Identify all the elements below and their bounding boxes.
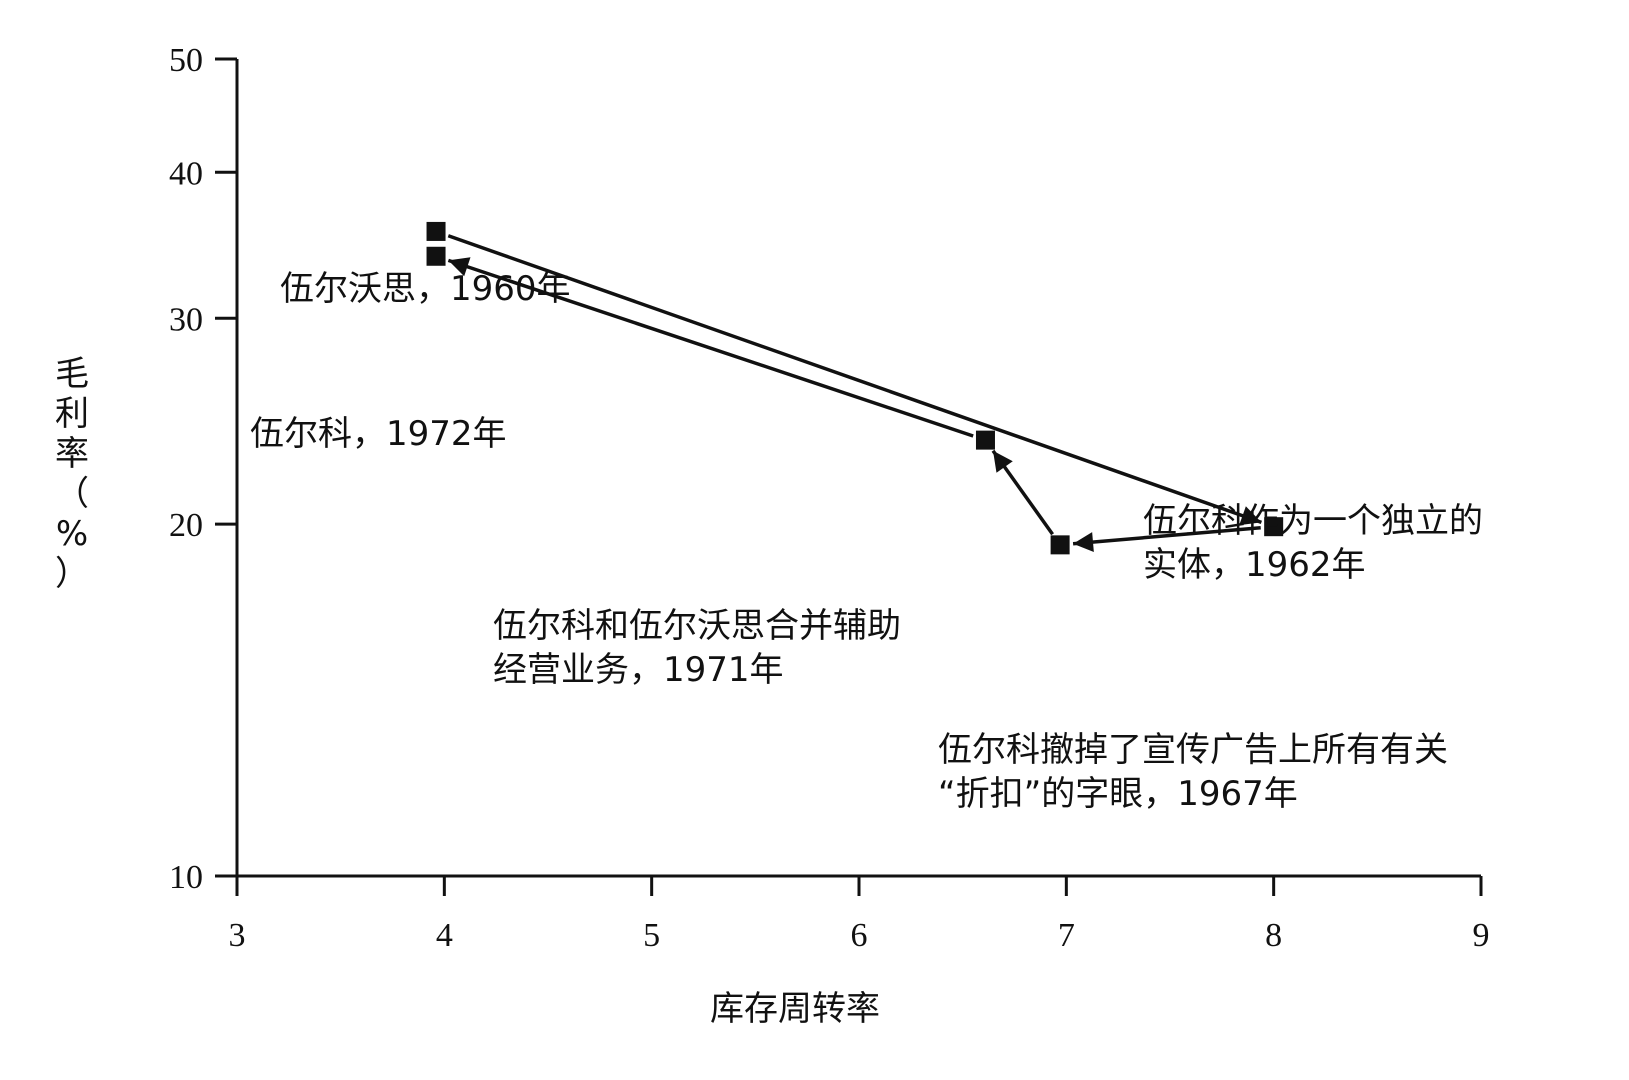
connector-arrow — [447, 234, 1262, 526]
connectors — [447, 234, 1262, 553]
y-axis-title: 毛利率（%） — [55, 354, 89, 594]
axes: 10 20 30 40 50 3 4 5 6 7 8 9 — [169, 42, 1490, 954]
annotation-line: 伍尔科和伍尔沃思合并辅助 — [493, 606, 901, 646]
point-annotation: 伍尔科撤掉了宣传广告上所有有关“折扣”的字眼，1967年 — [938, 730, 1448, 814]
data-point — [1264, 517, 1284, 537]
connector-arrow — [991, 449, 1054, 536]
point-annotation: 伍尔科作为一个独立的实体，1962年 — [1143, 501, 1483, 585]
connector-arrow — [1072, 526, 1261, 553]
data-point — [975, 430, 995, 450]
annotation-line: “折扣”的字眼，1967年 — [938, 774, 1298, 814]
data-point — [426, 246, 446, 266]
annotation-line: 伍尔科，1972年 — [250, 414, 507, 454]
x-tick-label: 7 — [1058, 917, 1075, 954]
annotation-line: 经营业务，1971年 — [493, 650, 784, 690]
data-point — [1050, 535, 1070, 555]
annotation-line: 伍尔科作为一个独立的 — [1143, 501, 1483, 541]
x-tick-label: 3 — [229, 917, 246, 954]
x-tick-label: 9 — [1473, 917, 1490, 954]
x-tick-label: 4 — [436, 917, 453, 954]
point-annotation: 伍尔科和伍尔沃思合并辅助经营业务，1971年 — [493, 606, 901, 690]
connector-arrow — [447, 257, 974, 438]
x-tick-label: 5 — [643, 917, 660, 954]
annotation-line: 实体，1962年 — [1143, 545, 1366, 585]
annotations: 伍尔沃思，1960年伍尔科作为一个独立的实体，1962年伍尔科撤掉了宣传广告上所… — [250, 269, 1483, 814]
data-points — [426, 221, 1284, 555]
y-tick-label: 20 — [169, 507, 203, 544]
annotation-line: 伍尔沃思，1960年 — [280, 269, 571, 309]
point-annotation: 伍尔科，1972年 — [250, 414, 507, 454]
y-tick-label: 30 — [169, 301, 203, 338]
point-annotation: 伍尔沃思，1960年 — [280, 269, 571, 309]
y-tick-label: 50 — [169, 42, 203, 79]
x-axis-title: 库存周转率 — [710, 989, 880, 1029]
annotation-line: 伍尔科撤掉了宣传广告上所有有关 — [938, 730, 1448, 770]
x-tick-label: 6 — [851, 917, 868, 954]
y-tick-label: 40 — [169, 155, 203, 192]
data-point — [426, 221, 446, 241]
x-tick-label: 8 — [1265, 917, 1282, 954]
y-tick-label: 10 — [169, 859, 203, 896]
